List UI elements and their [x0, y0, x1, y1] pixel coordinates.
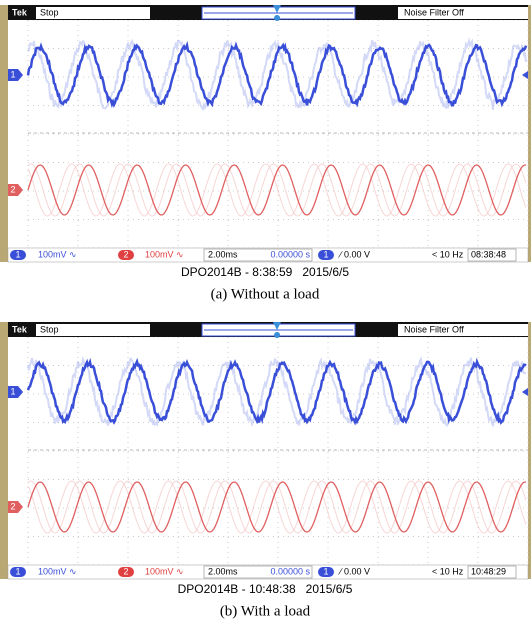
status: Stop	[40, 7, 59, 17]
channel-marker-label: 1	[10, 69, 15, 79]
timebase: 2.00ms	[208, 566, 238, 576]
trigger-level: ∕ 0.00 V	[338, 566, 370, 576]
position: 0.00000 s	[270, 566, 310, 576]
channel-chip-label: 1	[323, 566, 328, 576]
brand: Tek	[12, 324, 28, 334]
ch2-scale: 100mV ∿	[145, 566, 184, 576]
channel-marker-label: 2	[10, 501, 15, 511]
channel-chip-label: 2	[123, 566, 128, 576]
caption: (b) With a load	[220, 603, 311, 619]
channel-chip-label: 2	[123, 249, 128, 259]
clock: 08:38:48	[471, 249, 506, 259]
filter: Noise Filter Off	[404, 7, 464, 17]
ch2-scale: 100mV ∿	[145, 249, 184, 259]
channel-marker-label: 1	[10, 386, 15, 396]
timebase: 2.00ms	[208, 249, 238, 259]
ch1-scale: 100mV ∿	[38, 566, 77, 576]
ch1-scale: 100mV ∿	[38, 249, 77, 259]
clock: 10:48:29	[471, 566, 506, 576]
channel-chip-label: 1	[15, 249, 20, 259]
trigger-level: ∕ 0.00 V	[338, 249, 370, 259]
scope-panel: Tek Stop Noise Filter Off 1 2 1 100mV ∿ 2 100mV …	[0, 322, 531, 619]
channel-chip-label: 1	[15, 566, 20, 576]
caption: (a) Without a load	[211, 286, 320, 302]
channel-chip-label: 1	[323, 249, 328, 259]
brand: Tek	[12, 7, 28, 17]
figure: Tek Stop Noise Filter Off 1 2 1 100mV ∿ 2 100mV …	[0, 0, 531, 637]
frequency: < 10 Hz	[432, 249, 464, 259]
status: Stop	[40, 324, 59, 334]
info-line: DPO2014B - 8:38:59 2015/6/5	[181, 265, 349, 279]
scope-panel: Tek Stop Noise Filter Off 1 2 1 100mV ∿ 2 100mV …	[0, 5, 531, 302]
filter: Noise Filter Off	[404, 324, 464, 334]
info-line: DPO2014B - 10:48:38 2015/6/5	[178, 582, 353, 596]
position: 0.00000 s	[270, 249, 310, 259]
channel-marker-label: 2	[10, 184, 15, 194]
frequency: < 10 Hz	[432, 566, 464, 576]
